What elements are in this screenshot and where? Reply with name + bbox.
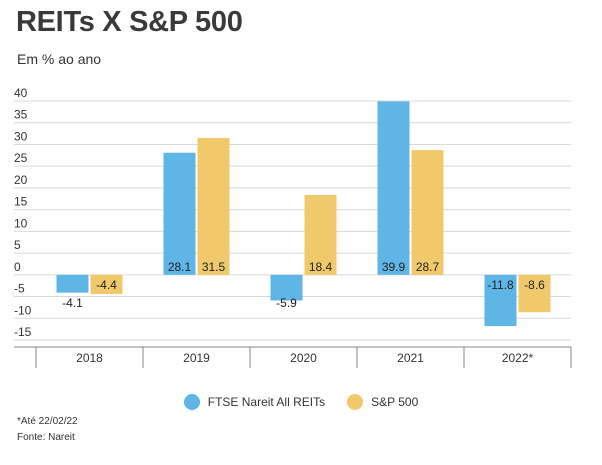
- bar-reits: [56, 274, 89, 293]
- y-tick-label: 10: [14, 216, 28, 230]
- footnote: *Até 22/02/22: [17, 416, 78, 427]
- data-label: 28.7: [416, 260, 440, 274]
- data-label: -4.4: [96, 278, 117, 292]
- bar-sp500: [197, 137, 230, 275]
- bar-reits: [484, 274, 517, 327]
- chart-title: REITs X S&P 500: [16, 6, 243, 38]
- bar-reits: [163, 152, 196, 275]
- legend-item-reits: FTSE Nareit All REITs: [183, 394, 326, 410]
- y-tick-label: 5: [14, 238, 21, 252]
- bar-reits: [377, 101, 410, 275]
- x-tick-label: 2019: [183, 351, 210, 365]
- y-tick-label: -5: [14, 282, 25, 296]
- data-label: -8.6: [524, 278, 545, 292]
- bar-sp500: [411, 150, 444, 275]
- legend-swatch-sp500: [347, 394, 364, 410]
- data-label: -5.9: [276, 296, 297, 310]
- legend-item-sp500: S&P 500: [347, 394, 418, 410]
- y-tick-label: 25: [14, 151, 28, 165]
- data-label: -4.1: [62, 296, 83, 310]
- y-tick-label: 20: [14, 173, 28, 187]
- data-label: -11.8: [487, 278, 514, 292]
- source-note: Fonte: Nareit: [17, 432, 75, 443]
- x-tick-label: 2021: [397, 351, 424, 365]
- data-label: 39.9: [382, 260, 406, 274]
- y-tick-label: 40: [14, 86, 28, 100]
- bar-sp500: [518, 274, 551, 313]
- bar-sp500: [90, 274, 123, 294]
- data-label: 31.5: [202, 260, 226, 274]
- chart-legend: FTSE Nareit All REITs S&P 500: [0, 394, 602, 410]
- x-tick-label: 2022*: [502, 351, 534, 365]
- legend-label-sp500: S&P 500: [371, 395, 419, 409]
- y-tick-label: 0: [14, 260, 21, 274]
- y-tick-label: 30: [14, 129, 28, 143]
- y-tick-label: 15: [14, 195, 28, 209]
- bar-sp500: [304, 194, 337, 275]
- x-tick-label: 2020: [290, 351, 317, 365]
- y-tick-label: -10: [14, 303, 32, 317]
- legend-swatch-reits: [183, 394, 200, 410]
- y-tick-label: -15: [14, 325, 32, 339]
- data-label: 18.4: [309, 260, 333, 274]
- y-tick-label: 35: [14, 108, 28, 122]
- x-tick-label: 2018: [76, 351, 103, 365]
- bar-reits: [270, 274, 303, 301]
- chart-subtitle: Em % ao ano: [17, 51, 102, 67]
- legend-label-reits: FTSE Nareit All REITs: [207, 395, 326, 409]
- data-label: 28.1: [168, 260, 192, 274]
